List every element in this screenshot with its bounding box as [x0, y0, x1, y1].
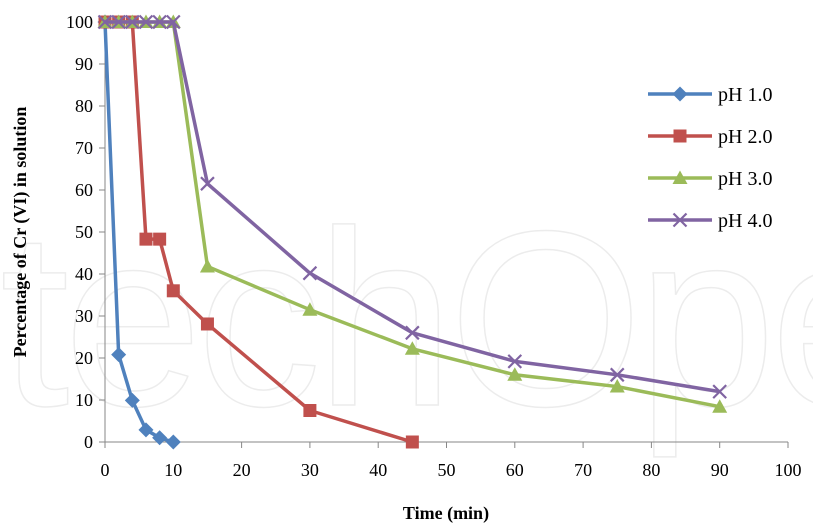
- x-tick-label: 100: [775, 460, 802, 480]
- series-line: [105, 20, 720, 394]
- legend-item-3: pH 3.0: [648, 168, 772, 190]
- data-point: [166, 284, 180, 298]
- y-tick-label: 0: [84, 432, 93, 452]
- y-tick-label: 60: [75, 180, 93, 200]
- y-axis-title: Percentage of Cr (VI) in solution: [10, 107, 31, 358]
- x-tick-label: 40: [369, 460, 387, 480]
- x-axis-title: Time (min): [403, 503, 489, 524]
- data-point: [165, 434, 181, 450]
- plot-area: [97, 14, 728, 450]
- y-tick-label: 90: [75, 54, 93, 74]
- y-tick-label: 50: [75, 222, 93, 242]
- data-point: [111, 347, 127, 363]
- x-tick-label: 90: [711, 460, 729, 480]
- data-point: [138, 422, 154, 438]
- y-tick-label: 30: [75, 306, 93, 326]
- legend-item-1: pH 1.0: [648, 84, 772, 106]
- data-point: [507, 354, 523, 369]
- data-point: [166, 14, 181, 30]
- data-point: [200, 176, 215, 191]
- x-tick-label: 10: [164, 460, 182, 480]
- x-tick-label: 20: [233, 460, 251, 480]
- legend-label: pH 1.0: [718, 84, 772, 106]
- y-tick-label: 100: [66, 12, 93, 32]
- data-point: [153, 232, 167, 246]
- data-point: [712, 384, 727, 399]
- x-tick-label: 30: [301, 460, 319, 480]
- data-point: [97, 14, 113, 30]
- y-tick-label: 80: [75, 96, 93, 116]
- legend: pH 1.0 pH 2.0 pH 3.0 pH 4.0: [648, 84, 772, 232]
- data-point: [507, 367, 523, 381]
- data-point: [111, 14, 126, 30]
- data-point: [302, 302, 318, 316]
- data-point: [609, 367, 625, 383]
- data-point: [124, 392, 140, 408]
- legend-marker: [673, 129, 687, 143]
- y-tick-label: 70: [75, 138, 93, 158]
- legend-label: pH 2.0: [718, 126, 772, 148]
- watermark-text: techOpen: [0, 179, 813, 458]
- data-point: [152, 430, 168, 446]
- y-tick-label: 20: [75, 348, 93, 368]
- axes: 0 10 20 30 40 50 60 70 80 90 100 0 10 20 30 40 50 60 70 80 9…: [66, 12, 802, 480]
- legend-marker: [672, 212, 688, 228]
- legend-marker: [672, 86, 688, 102]
- data-point: [139, 232, 153, 246]
- data-point: [609, 379, 625, 393]
- data-point: [712, 399, 728, 413]
- data-point: [405, 435, 419, 449]
- data-point: [404, 341, 420, 355]
- y-tick-label: 40: [75, 264, 93, 284]
- data-point: [405, 325, 420, 341]
- x-tick-label: 0: [101, 460, 110, 480]
- legend-label: pH 4.0: [718, 210, 772, 232]
- legend-item-4: pH 4.0: [648, 210, 772, 232]
- x-tick-label: 50: [438, 460, 456, 480]
- legend-marker: [672, 170, 688, 184]
- data-point: [138, 14, 154, 30]
- x-tick-label: 60: [506, 460, 524, 480]
- series-4: [97, 14, 727, 399]
- data-point: [152, 14, 167, 30]
- x-tick-label: 70: [574, 460, 592, 480]
- data-point: [125, 14, 140, 30]
- legend-item-2: pH 2.0: [648, 126, 772, 148]
- x-tick-label: 80: [642, 460, 660, 480]
- data-point: [302, 265, 318, 281]
- data-point: [199, 258, 215, 273]
- legend-label: pH 3.0: [718, 168, 772, 190]
- data-point: [303, 404, 317, 417]
- y-tick-label: 10: [75, 390, 93, 410]
- data-point: [200, 317, 214, 331]
